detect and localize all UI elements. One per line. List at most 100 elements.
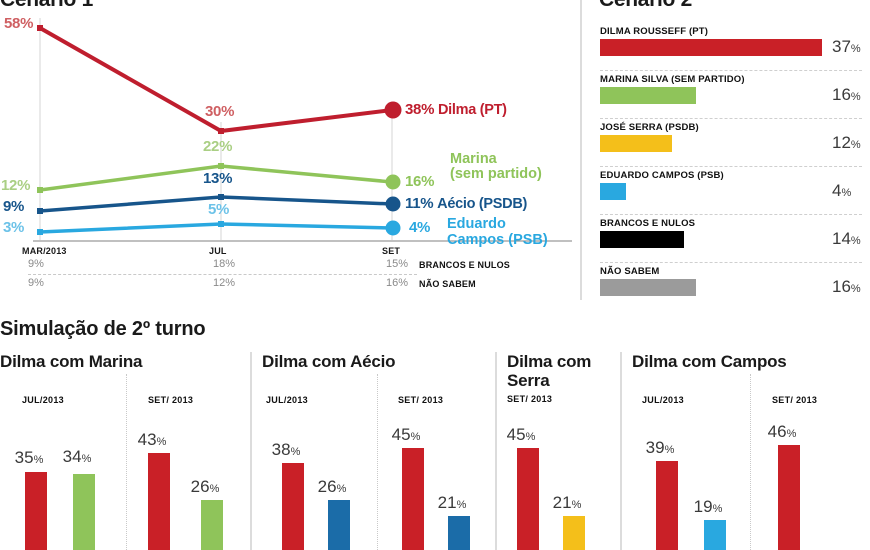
sim-group-campos-title: Dilma com Campos — [632, 352, 787, 371]
num: 46 — [767, 422, 787, 441]
endlabel-campos-name-line1: Eduardo — [447, 216, 506, 232]
hbar-fill-campos — [600, 183, 626, 200]
num: 21 — [437, 493, 457, 512]
sim-bar-serra-set-dilma — [517, 448, 539, 550]
naosabem-set: 16% — [386, 277, 409, 289]
sim-group-marina: Dilma com Marina JUL/2013 SET/ 2013 35% … — [0, 352, 250, 550]
naosabem-jul: 12% — [213, 277, 236, 289]
point-marina-mar — [37, 187, 43, 193]
naosabem-mar: 9% — [28, 277, 44, 289]
hbar-name-naosabem: NÃO SABEM — [600, 266, 660, 277]
endlabel-marina-name-line2: (sem partido) — [450, 166, 542, 182]
point-dilma-mar — [37, 25, 43, 31]
xaxis-label-mar: MAR/2013 — [22, 246, 67, 256]
sim-bar-marina-jul-marina — [73, 474, 95, 550]
value-dilma-jul: 30% — [205, 103, 235, 120]
sim-value-aecio-jul-dilma: 38% — [271, 440, 301, 459]
num: 45 — [506, 425, 526, 444]
point-campos-jul — [218, 221, 224, 227]
value-marina-mar: 12% — [1, 177, 31, 194]
point-dilma-jul — [218, 128, 224, 134]
hbar-track-brancos: 14% — [600, 229, 862, 248]
enddot-marina — [385, 174, 401, 190]
hbar-value-marina: 16% — [832, 85, 861, 104]
hbar-value-serra: 12% — [832, 133, 861, 152]
point-marina-jul — [218, 163, 224, 169]
sim-bar-serra-set-serra — [563, 516, 585, 550]
hbar-row-serra: JOSÉ SERRA (PSDB) 12% — [600, 122, 862, 152]
scenario-1-panel: Cenário 1 58% 30% 22% 12% 13% 9% — [0, 0, 572, 300]
sim-bar-aecio-set-dilma — [402, 448, 424, 550]
hbar-value-naosabem: 16% — [832, 277, 861, 296]
hbar-track-campos: 4% — [600, 181, 862, 200]
value-aecio-jul: 13% — [203, 170, 233, 187]
num: 45 — [391, 425, 411, 444]
endlabel-dilma-name: Dilma (PT) — [438, 102, 507, 118]
naosabem-label: NÃO SABEM — [419, 279, 476, 289]
num: 19 — [693, 497, 713, 516]
xaxis-label-jul: JUL — [209, 246, 227, 256]
sim-group-serra-title-line2: Serra — [507, 371, 550, 390]
endlabel-marina-value: 16% — [405, 173, 435, 190]
sim-value-serra-set-dilma: 45% — [506, 425, 536, 444]
hbar-row-brancos: BRANCOS E NULOS 14% — [600, 218, 862, 248]
hbar-name-brancos: BRANCOS E NULOS — [600, 218, 696, 229]
hbar-value-serra-num: 12 — [832, 133, 851, 152]
hbar-name-campos: EDUARDO CAMPOS (PSB) — [600, 170, 724, 181]
hbar-value-campos-num: 4 — [832, 181, 842, 200]
hbar-fill-serra — [600, 135, 672, 152]
hbar-fill-brancos — [600, 231, 684, 248]
hbar-value-campos: 4% — [832, 181, 852, 200]
scenario-1-title: Cenário 1 — [0, 0, 93, 12]
value-campos-mar: 3% — [3, 219, 25, 236]
line-campos — [39, 222, 393, 234]
sim-divider-campos — [750, 374, 751, 550]
hbar-sep-2 — [600, 118, 862, 119]
brancos-label: BRANCOS E NULOS — [419, 260, 511, 270]
scenario-2-title: Cenário 2 — [599, 0, 692, 12]
hbar-value-naosabem-num: 16 — [832, 277, 851, 296]
sim-period-marina-jul: JUL/2013 — [22, 395, 64, 405]
hbar-fill-dilma — [600, 39, 822, 56]
simulation-title: Simulação de 2º turno — [0, 318, 206, 340]
hbar-name-dilma: DILMA ROUSSEFF (PT) — [600, 26, 709, 37]
sim-bar-campos-jul-campos — [704, 520, 726, 550]
value-aecio-mar: 9% — [3, 198, 25, 215]
hbar-row-naosabem: NÃO SABEM 16% — [600, 266, 862, 296]
brancos-set: 15% — [386, 258, 409, 270]
num: 43 — [137, 430, 157, 449]
sim-value-marina-set-marina: 26% — [190, 477, 220, 496]
hbar-track-serra: 12% — [600, 133, 862, 152]
sim-group-marina-title: Dilma com Marina — [0, 352, 143, 371]
line-chart-svg — [33, 18, 572, 242]
endlabel-campos-value: 4% — [409, 219, 431, 236]
num: 26 — [317, 477, 337, 496]
sim-bar-marina-jul-dilma — [25, 472, 47, 550]
sim-value-aecio-set-dilma: 45% — [391, 425, 421, 444]
endlabel-campos-value-wrap: 4% — [409, 219, 430, 236]
point-aecio-jul — [218, 194, 224, 200]
simulation-section: Simulação de 2º turno Dilma com Marina J… — [0, 318, 870, 550]
sim-value-campos-jul-dilma: 39% — [645, 438, 675, 457]
sim-value-campos-jul-campos: 19% — [693, 497, 723, 516]
hbar-value-marina-num: 16 — [832, 85, 851, 104]
hbar-track-dilma: 37% — [600, 37, 862, 56]
sim-divider-aecio — [377, 374, 378, 550]
hbar-sep-1 — [600, 70, 862, 71]
sim-bar-campos-jul-dilma — [656, 461, 678, 550]
brancos-mar: 9% — [28, 258, 44, 270]
hbar-name-marina: MARINA SILVA (SEM PARTIDO) — [600, 74, 745, 85]
hbar-name-serra: JOSÉ SERRA (PSDB) — [600, 122, 699, 133]
sim-value-marina-jul-marina: 34% — [62, 447, 92, 466]
hbar-value-brancos-num: 14 — [832, 229, 851, 248]
value-marina-jul: 22% — [203, 138, 233, 155]
num: 26 — [190, 477, 210, 496]
sim-bar-marina-set-marina — [201, 500, 223, 550]
sim-group-aecio: Dilma com Aécio JUL/2013 SET/ 2013 38% 2… — [250, 352, 495, 550]
sim-period-campos-jul: JUL/2013 — [642, 395, 684, 405]
sim-value-campos-set-dilma: 46% — [767, 422, 797, 441]
endlabel-marina-name: Marina (sem partido) — [450, 152, 542, 182]
value-campos-jul: 5% — [208, 201, 230, 218]
enddot-campos — [385, 220, 401, 236]
